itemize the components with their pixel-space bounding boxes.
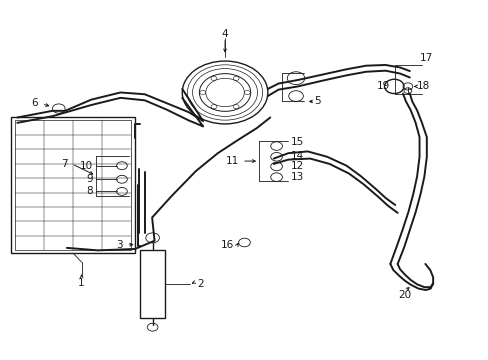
- Text: 6: 6: [31, 98, 38, 108]
- Text: 9: 9: [86, 174, 93, 184]
- Text: 3: 3: [116, 240, 122, 250]
- Text: 17: 17: [419, 53, 432, 63]
- Bar: [140, 249, 165, 318]
- Text: 7: 7: [61, 159, 68, 169]
- Bar: [15, 120, 131, 250]
- Bar: [11, 117, 135, 253]
- Text: 16: 16: [220, 240, 233, 250]
- Text: 2: 2: [197, 279, 203, 289]
- Text: 14: 14: [290, 151, 304, 161]
- Text: 4: 4: [221, 29, 228, 39]
- Text: 13: 13: [290, 172, 304, 182]
- Text: 15: 15: [290, 138, 304, 148]
- Text: 11: 11: [225, 156, 238, 166]
- Text: 20: 20: [398, 290, 411, 300]
- Text: 5: 5: [313, 96, 320, 107]
- Text: 18: 18: [416, 81, 429, 91]
- Text: 8: 8: [86, 186, 93, 197]
- Text: 19: 19: [376, 81, 389, 91]
- Text: 10: 10: [80, 161, 93, 171]
- Text: 12: 12: [290, 161, 304, 171]
- Text: 1: 1: [78, 278, 85, 288]
